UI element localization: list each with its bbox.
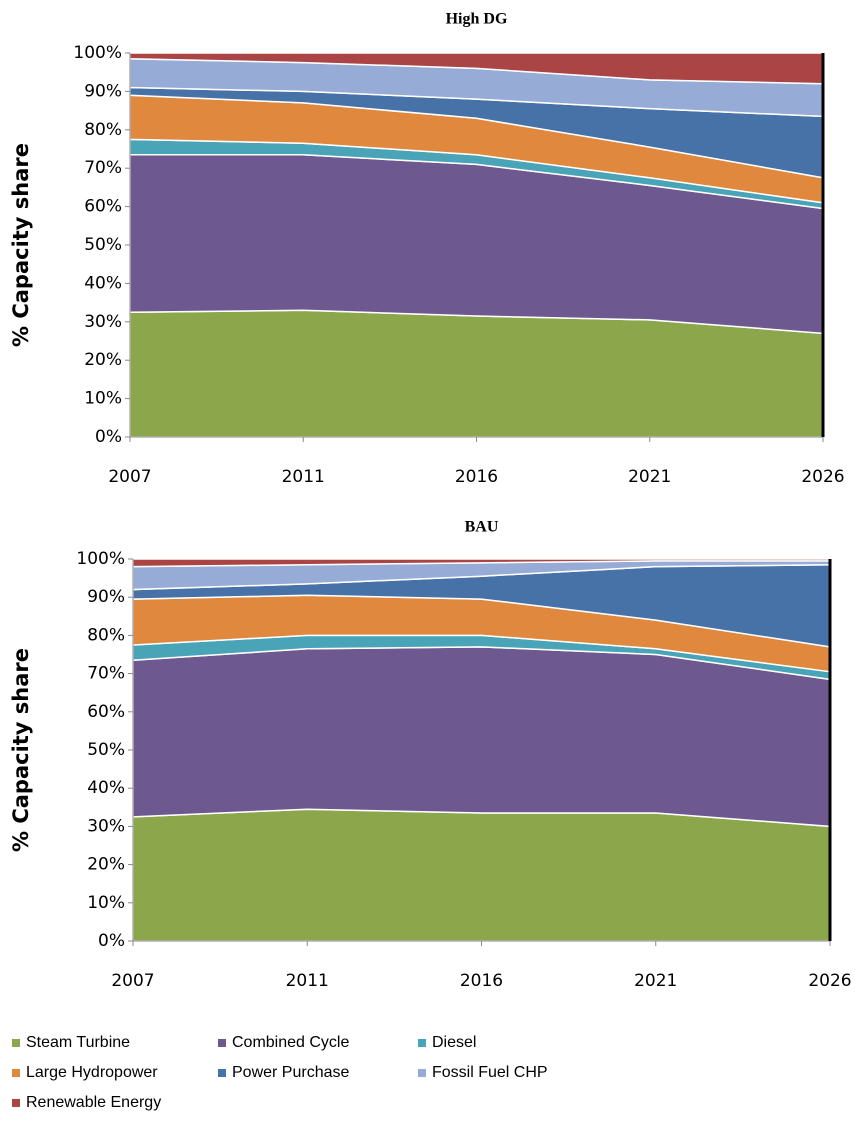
legend-swatch	[418, 1069, 426, 1077]
y-tick-label: 70%	[87, 664, 125, 684]
legend-label: Combined Cycle	[232, 1034, 349, 1051]
legend-label: Power Purchase	[232, 1064, 349, 1081]
y-tick-label: 70%	[84, 158, 122, 178]
y-tick-label: 90%	[84, 81, 122, 101]
area	[129, 309, 824, 438]
x-tick-label: 2011	[282, 467, 325, 487]
x-tick-label: 2016	[455, 467, 498, 487]
y-tick-label: 0%	[98, 931, 125, 951]
chart: BAU % Capacity share 0% 10% 20% 30% 40% 50% 60% 7…	[9, 519, 852, 991]
legend: Steam Turbine Combined Cycle Diesel Large H…	[12, 1034, 548, 1111]
legend-swatch	[418, 1039, 426, 1047]
y-tick-label: 40%	[87, 778, 125, 798]
x-tick-label: 2021	[628, 467, 671, 487]
x-tick-label: 2016	[460, 971, 503, 991]
y-tick-label: 100%	[73, 43, 122, 63]
area	[132, 646, 831, 828]
legend-label: Fossil Fuel CHP	[432, 1064, 548, 1081]
y-tick-label: 50%	[84, 235, 122, 255]
y-tick-label: 50%	[87, 740, 125, 760]
chart: High DG % Capacity share 0% 10% 20% 30% 40% 50%…	[9, 11, 845, 487]
legend-swatch	[12, 1099, 20, 1107]
y-tick-label: 10%	[87, 893, 125, 913]
y-tick-label: 30%	[87, 816, 125, 836]
y-tick-label: 20%	[87, 855, 125, 875]
x-tick-label: 2007	[108, 467, 151, 487]
y-axis-label: % Capacity share	[9, 143, 33, 347]
x-tick-label: 2007	[111, 971, 154, 991]
y-axis-label: % Capacity share	[9, 648, 33, 852]
area	[132, 808, 831, 942]
y-tick-label: 80%	[84, 120, 122, 140]
legend-label: Diesel	[432, 1034, 476, 1051]
y-tick-label: 80%	[87, 625, 125, 645]
x-tick-label: 2011	[286, 971, 329, 991]
x-tick-label: 2021	[634, 971, 677, 991]
legend-swatch	[12, 1039, 20, 1047]
y-tick-label: 60%	[84, 197, 122, 217]
legend-label: Large Hydropower	[26, 1064, 158, 1081]
y-tick-label: 0%	[95, 427, 122, 447]
chart-title: High DG	[446, 11, 508, 28]
legend-label: Steam Turbine	[26, 1034, 130, 1051]
legend-swatch	[218, 1069, 226, 1077]
y-tick-label: 90%	[87, 587, 125, 607]
y-tick-label: 100%	[76, 549, 125, 569]
legend-swatch	[218, 1039, 226, 1047]
legend-label: Renewable Energy	[26, 1094, 161, 1111]
y-tick-label: 60%	[87, 702, 125, 722]
y-tick-label: 10%	[84, 389, 122, 409]
x-tick-label: 2026	[808, 971, 851, 991]
y-tick-label: 30%	[84, 312, 122, 332]
x-tick-label: 2026	[801, 467, 844, 487]
y-tick-label: 40%	[84, 273, 122, 293]
chart-title: BAU	[465, 519, 499, 536]
legend-swatch	[12, 1069, 20, 1077]
y-tick-label: 20%	[84, 350, 122, 370]
